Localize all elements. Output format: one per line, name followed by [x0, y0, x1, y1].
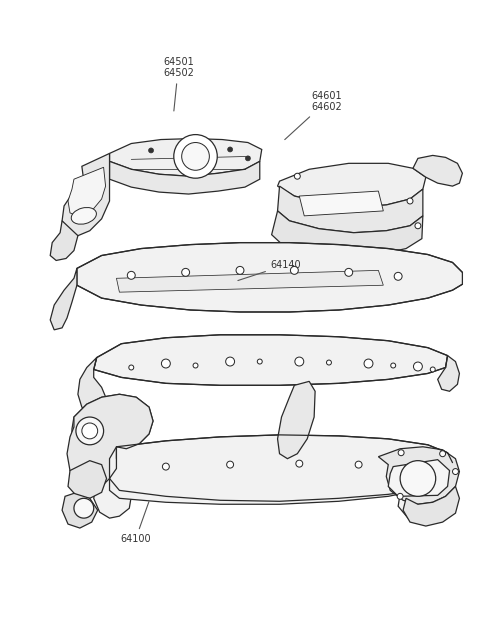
- Circle shape: [364, 359, 373, 368]
- Circle shape: [129, 365, 134, 370]
- Polygon shape: [277, 381, 315, 458]
- Circle shape: [430, 367, 435, 372]
- Circle shape: [440, 451, 445, 457]
- Circle shape: [257, 359, 262, 364]
- Polygon shape: [68, 461, 107, 498]
- Circle shape: [294, 174, 300, 179]
- Polygon shape: [68, 167, 106, 217]
- Text: 64501
64502: 64501 64502: [163, 57, 194, 111]
- Circle shape: [74, 498, 94, 518]
- Circle shape: [182, 142, 209, 170]
- Polygon shape: [50, 221, 78, 261]
- Polygon shape: [62, 493, 97, 528]
- Polygon shape: [403, 486, 459, 526]
- Polygon shape: [72, 394, 453, 522]
- Polygon shape: [50, 268, 77, 330]
- Polygon shape: [300, 191, 384, 216]
- Circle shape: [407, 198, 413, 204]
- Circle shape: [413, 362, 422, 371]
- Polygon shape: [78, 358, 107, 414]
- Circle shape: [245, 156, 251, 161]
- Polygon shape: [413, 156, 462, 186]
- Circle shape: [236, 266, 244, 274]
- Circle shape: [391, 363, 396, 368]
- Polygon shape: [94, 335, 447, 386]
- Circle shape: [296, 460, 303, 467]
- Circle shape: [405, 464, 411, 471]
- Text: 64140: 64140: [238, 260, 301, 281]
- Circle shape: [394, 272, 402, 281]
- Circle shape: [228, 147, 233, 152]
- Circle shape: [127, 271, 135, 279]
- Circle shape: [290, 266, 298, 274]
- Polygon shape: [277, 164, 426, 207]
- Circle shape: [345, 268, 353, 276]
- Circle shape: [174, 134, 217, 178]
- Ellipse shape: [71, 208, 96, 224]
- Circle shape: [227, 461, 234, 468]
- Circle shape: [82, 423, 97, 439]
- Circle shape: [149, 148, 154, 153]
- Polygon shape: [277, 186, 423, 233]
- Polygon shape: [117, 271, 384, 292]
- Polygon shape: [272, 211, 423, 256]
- Circle shape: [453, 468, 458, 475]
- Polygon shape: [67, 394, 153, 488]
- Text: 64601
64602: 64601 64602: [285, 91, 342, 139]
- Polygon shape: [77, 243, 462, 312]
- Circle shape: [355, 461, 362, 468]
- Polygon shape: [388, 460, 450, 496]
- Circle shape: [326, 360, 331, 365]
- Polygon shape: [438, 356, 459, 391]
- Circle shape: [193, 363, 198, 368]
- Polygon shape: [62, 154, 109, 236]
- Circle shape: [182, 268, 190, 276]
- Polygon shape: [109, 435, 453, 504]
- Circle shape: [161, 359, 170, 368]
- Circle shape: [226, 357, 235, 366]
- Polygon shape: [109, 161, 260, 194]
- Circle shape: [398, 450, 404, 456]
- Polygon shape: [109, 139, 262, 176]
- Circle shape: [162, 463, 169, 470]
- Circle shape: [415, 223, 421, 229]
- Text: 64100: 64100: [120, 501, 151, 544]
- Circle shape: [76, 417, 104, 445]
- Circle shape: [400, 461, 436, 496]
- Circle shape: [295, 357, 304, 366]
- Polygon shape: [378, 447, 459, 504]
- Circle shape: [397, 493, 403, 499]
